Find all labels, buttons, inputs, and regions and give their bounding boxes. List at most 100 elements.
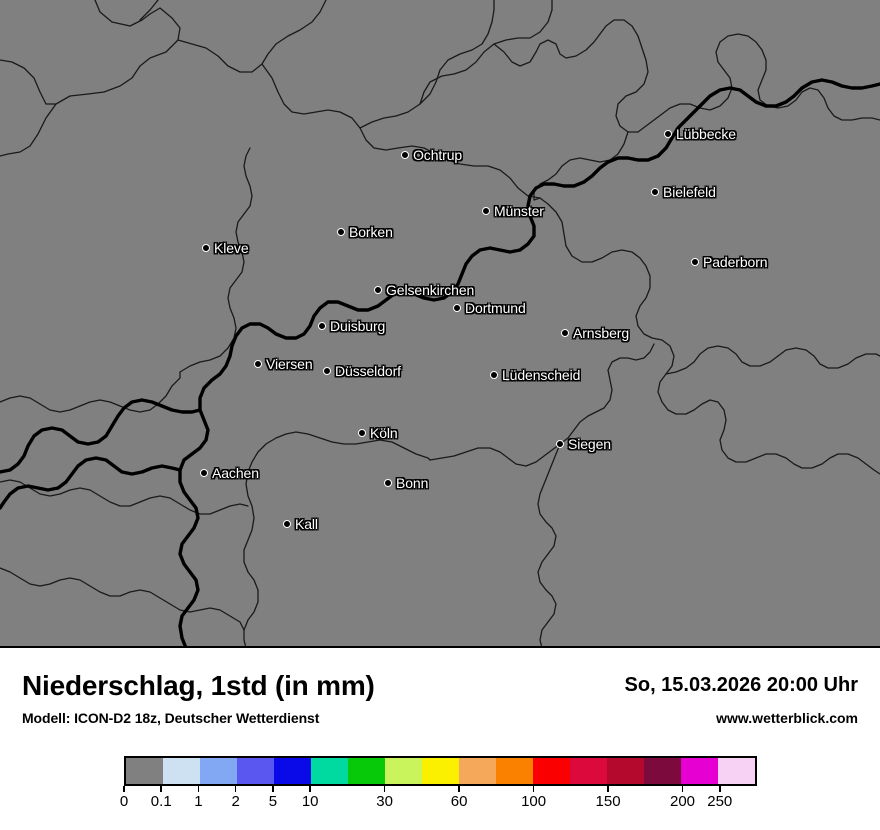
valid-datetime: So, 15.03.2026 20:00 Uhr	[624, 674, 858, 696]
city-dot-icon	[453, 304, 461, 312]
colorbar[interactable]	[124, 756, 757, 786]
city-label: Paderborn	[703, 254, 768, 270]
colorbar-segment-3	[237, 758, 274, 784]
colorbar-tick-label: 30	[376, 793, 393, 810]
city-marker-kleve[interactable]: Kleve	[202, 240, 249, 256]
city-marker-arnsberg[interactable]: Arnsberg	[561, 325, 629, 341]
city-dot-icon	[200, 469, 208, 477]
page-title: Niederschlag, 1std (in mm)	[22, 670, 375, 701]
city-marker-duisburg[interactable]: Duisburg	[318, 318, 385, 334]
colorbar-tick	[681, 786, 684, 792]
city-label: Düsseldorf	[335, 363, 401, 379]
city-dot-icon	[202, 244, 210, 252]
city-dot-icon	[651, 188, 659, 196]
city-label: Kall	[295, 516, 318, 532]
city-dot-icon	[482, 207, 490, 215]
colorbar-tick	[123, 786, 125, 792]
city-dot-icon	[691, 258, 699, 266]
city-marker-kall[interactable]: Kall	[283, 516, 318, 532]
colorbar-segment-11	[533, 758, 570, 784]
website-credit: www.wetterblick.com	[716, 710, 858, 726]
colorbar-tick-label: 1	[194, 793, 203, 810]
colorbar-tick	[160, 786, 162, 792]
city-marker-gelsenkirchen[interactable]: Gelsenkirchen	[374, 282, 474, 298]
colorbar-segment-9	[459, 758, 496, 784]
colorbar-tick	[272, 786, 274, 792]
colorbar-tick	[532, 786, 535, 792]
colorbar-segment-2	[200, 758, 237, 784]
city-label: Bielefeld	[663, 184, 716, 200]
city-label: Münster	[494, 203, 544, 219]
colorbar-segment-15	[681, 758, 718, 784]
colorbar-segment-16	[718, 758, 755, 784]
city-dot-icon	[358, 429, 366, 437]
colorbar-segment-5	[311, 758, 348, 784]
colorbar-segment-1	[163, 758, 200, 784]
colorbar-tick-label: 5	[268, 793, 278, 810]
colorbar-segment-6	[348, 758, 385, 784]
colorbar-segment-13	[607, 758, 644, 784]
city-marker-ludenscheid[interactable]: Lüdenscheid	[490, 367, 580, 383]
colorbar-segment-4	[274, 758, 311, 784]
map-bottom-divider	[0, 646, 880, 648]
colorbar-tick	[197, 786, 200, 792]
colorbar-segment-14	[644, 758, 681, 784]
colorbar-tick	[607, 786, 609, 792]
city-dot-icon	[283, 520, 291, 528]
city-dot-icon	[401, 151, 409, 159]
city-marker-paderborn[interactable]: Paderborn	[691, 254, 768, 270]
colorbar-tick-label: 200	[670, 793, 696, 810]
city-marker-dusseldorf[interactable]: Düsseldorf	[323, 363, 401, 379]
city-dot-icon	[254, 360, 262, 368]
colorbar-segment-8	[422, 758, 459, 784]
model-subtitle: Modell: ICON-D2 18z, Deutscher Wetterdie…	[22, 710, 320, 726]
colorbar-ticks: 0 0.1 1 2 5 10 30 60 100 150 200 250	[120, 786, 757, 810]
city-marker-borken[interactable]: Borken	[337, 224, 393, 240]
precipitation-map[interactable]: Lübbecke Ochtrup Bielefeld Münster Borke…	[0, 0, 880, 648]
map-boundaries-svg	[0, 0, 880, 648]
city-label: Köln	[370, 425, 398, 441]
city-marker-viersen[interactable]: Viersen	[254, 356, 313, 372]
city-dot-icon	[318, 322, 326, 330]
city-marker-siegen[interactable]: Siegen	[556, 436, 611, 452]
city-label: Dortmund	[465, 300, 526, 316]
district-boundaries	[0, 0, 880, 648]
colorbar-tick-label: 0.1	[150, 793, 172, 810]
city-dot-icon	[490, 371, 498, 379]
colorbar-tick	[234, 786, 237, 792]
city-dot-icon	[556, 440, 564, 448]
city-marker-bielefeld[interactable]: Bielefeld	[651, 184, 716, 200]
colorbar-tick	[309, 786, 311, 792]
city-marker-dortmund[interactable]: Dortmund	[453, 300, 526, 316]
city-marker-lubbecke[interactable]: Lübbecke	[664, 126, 736, 142]
colorbar-tick	[719, 786, 721, 792]
city-label: Kleve	[214, 240, 249, 256]
city-marker-aachen[interactable]: Aachen	[200, 465, 259, 481]
colorbar-tick-label: 2	[231, 793, 240, 810]
colorbar-segment-7	[385, 758, 422, 784]
colorbar-tick	[458, 786, 460, 792]
city-label: Aachen	[212, 465, 259, 481]
city-label: Ochtrup	[413, 147, 463, 163]
colorbar-segment-10	[496, 758, 533, 784]
city-dot-icon	[664, 130, 672, 138]
city-marker-koln[interactable]: Köln	[358, 425, 398, 441]
city-label: Borken	[349, 224, 393, 240]
colorbar-segment-0	[126, 758, 163, 784]
city-label: Viersen	[266, 356, 313, 372]
colorbar-tick-label: 100	[521, 793, 547, 810]
footer-panel: Niederschlag, 1std (in mm) Modell: ICON-…	[0, 648, 880, 830]
city-label: Lübbecke	[676, 126, 736, 142]
colorbar-tick-label: 250	[707, 793, 733, 810]
city-marker-ochtrup[interactable]: Ochtrup	[401, 147, 462, 163]
colorbar-tick-label: 150	[595, 793, 621, 810]
city-dot-icon	[561, 329, 569, 337]
colorbar-tick-label: 0	[119, 793, 129, 810]
national-boundaries	[0, 78, 880, 648]
city-label: Lüdenscheid	[502, 367, 581, 383]
precipitation-legend: 0 0.1 1 2 5 10 30 60 100 150 200 250	[120, 756, 757, 810]
city-marker-bonn[interactable]: Bonn	[384, 475, 428, 491]
city-label: Siegen	[568, 436, 611, 452]
city-marker-munster[interactable]: Münster	[482, 203, 544, 219]
